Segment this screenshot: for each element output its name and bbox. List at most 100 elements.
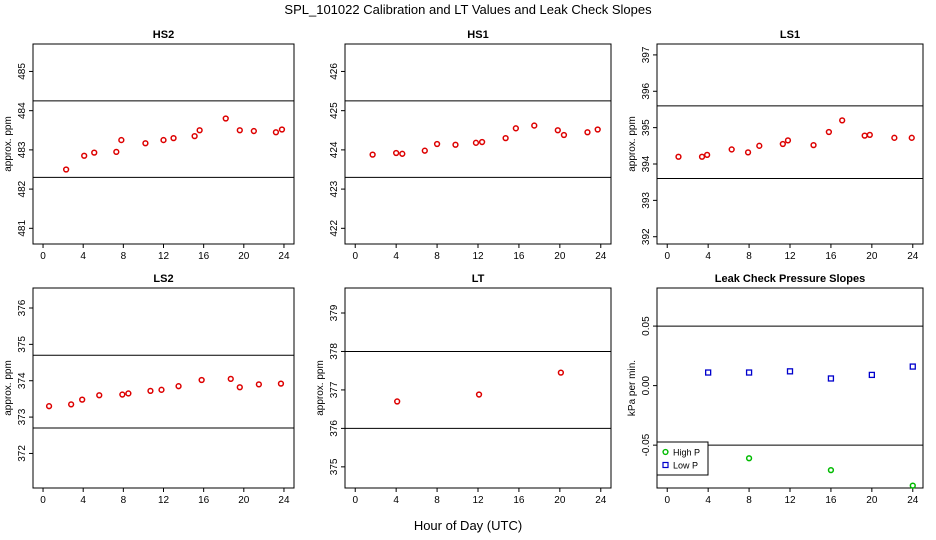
panel-5: LT 0 4 8 12 16 20 24 375 376 377 378 379 approx. ppm [315, 273, 612, 506]
y-tick-label: 376 [17, 299, 28, 316]
data-point [170, 134, 177, 142]
x-tick-label: 4 [393, 251, 399, 262]
data-point [147, 387, 154, 395]
y-tick-label: 483 [17, 141, 28, 158]
data-point [79, 396, 86, 403]
panel-4: LS2 0 4 8 12 16 20 24 372 373 374 375 376 approx. ppm [3, 273, 295, 506]
y-tick-label: 393 [641, 192, 652, 209]
legend-label: Low P [673, 461, 698, 471]
panel-title: LS1 [780, 29, 800, 41]
y-tick-label: 373 [17, 408, 28, 425]
data-point [675, 153, 682, 160]
y-axis-label: approx. ppm [315, 360, 326, 416]
x-tick-label: 20 [866, 495, 878, 506]
data-point [745, 455, 753, 462]
data-point [475, 391, 483, 398]
x-tick-label: 20 [238, 251, 250, 262]
y-tick-label: 0.05 [641, 316, 652, 336]
y-tick-label: -0.05 [641, 433, 652, 456]
data-point [868, 371, 875, 379]
y-tick-label: 484 [17, 102, 28, 119]
plot-frame [656, 43, 924, 245]
data-point [779, 140, 786, 148]
x-tick-label: 0 [40, 495, 46, 506]
y-tick-label: 485 [17, 63, 28, 80]
x-tick-label: 16 [513, 495, 525, 506]
panel-title: LT [472, 273, 485, 285]
x-tick-label: 8 [746, 495, 752, 506]
data-point [45, 403, 53, 410]
legend-marker [662, 448, 669, 456]
x-tick-label: 4 [80, 495, 86, 506]
data-point [745, 369, 753, 376]
data-point [502, 134, 509, 142]
data-point [784, 137, 792, 144]
data-point [866, 131, 873, 139]
data-point [698, 153, 706, 160]
data-point [433, 140, 441, 148]
y-tick-label: 396 [641, 82, 652, 99]
data-point [125, 390, 132, 397]
x-tick-label: 0 [352, 495, 358, 506]
data-point [744, 149, 752, 156]
y-tick-label: 394 [641, 155, 652, 172]
x-tick-label: 8 [121, 251, 127, 262]
x-tick-label: 0 [664, 495, 670, 506]
y-tick-label: 375 [329, 458, 340, 475]
x-tick-label: 20 [554, 495, 566, 506]
x-tick-label: 12 [472, 251, 484, 262]
y-axis-label: approx. ppm [3, 116, 14, 172]
y-tick-label: 0.00 [641, 375, 652, 395]
y-tick-label: 374 [17, 372, 28, 389]
data-point [369, 151, 376, 158]
y-tick-label: 423 [329, 180, 340, 197]
x-tick-label: 20 [866, 251, 878, 262]
x-tick-label: 16 [825, 251, 837, 262]
x-tick-label: 12 [158, 495, 170, 506]
data-point [560, 131, 568, 139]
y-tick-label: 426 [329, 63, 340, 80]
data-point [594, 126, 601, 133]
y-tick-label: 392 [641, 228, 652, 245]
data-point [81, 152, 88, 159]
figure-title: SPL_101022 Calibration and LT Values and… [284, 2, 652, 17]
data-point [472, 139, 480, 146]
data-point [452, 141, 459, 148]
data-point [861, 132, 868, 139]
x-tick-label: 20 [238, 495, 250, 506]
y-axis-label: approx. ppm [3, 360, 14, 416]
data-point [827, 466, 835, 474]
x-tick-label: 24 [278, 251, 290, 262]
x-tick-label: 0 [352, 251, 358, 262]
data-point [756, 142, 763, 149]
data-point [399, 150, 406, 157]
y-axis-label: approx. ppm [627, 116, 638, 172]
data-point [908, 134, 915, 141]
x-tick-label: 24 [907, 251, 919, 262]
x-tick-label: 4 [705, 251, 711, 262]
data-point [227, 375, 234, 383]
data-point [119, 391, 126, 398]
data-point [96, 392, 103, 399]
x-tick-label: 8 [746, 251, 752, 262]
panel-title: Leak Check Pressure Slopes [715, 273, 865, 285]
x-tick-label: 8 [434, 495, 440, 506]
data-point [272, 129, 280, 136]
x-tick-label: 4 [393, 495, 399, 506]
legend-label: High P [673, 448, 700, 458]
data-point [839, 117, 846, 124]
data-point [909, 363, 916, 370]
y-tick-label: 379 [329, 304, 340, 321]
x-tick-label: 24 [907, 495, 919, 506]
data-point [175, 383, 182, 390]
y-tick-label: 424 [329, 141, 340, 158]
x-tick-label: 0 [664, 251, 670, 262]
x-tick-label: 12 [784, 495, 796, 506]
x-tick-label: 12 [784, 251, 796, 262]
data-point [512, 125, 520, 132]
plot-frame [344, 287, 612, 489]
y-tick-label: 422 [329, 220, 340, 237]
data-point [142, 140, 149, 147]
data-point [196, 127, 203, 134]
